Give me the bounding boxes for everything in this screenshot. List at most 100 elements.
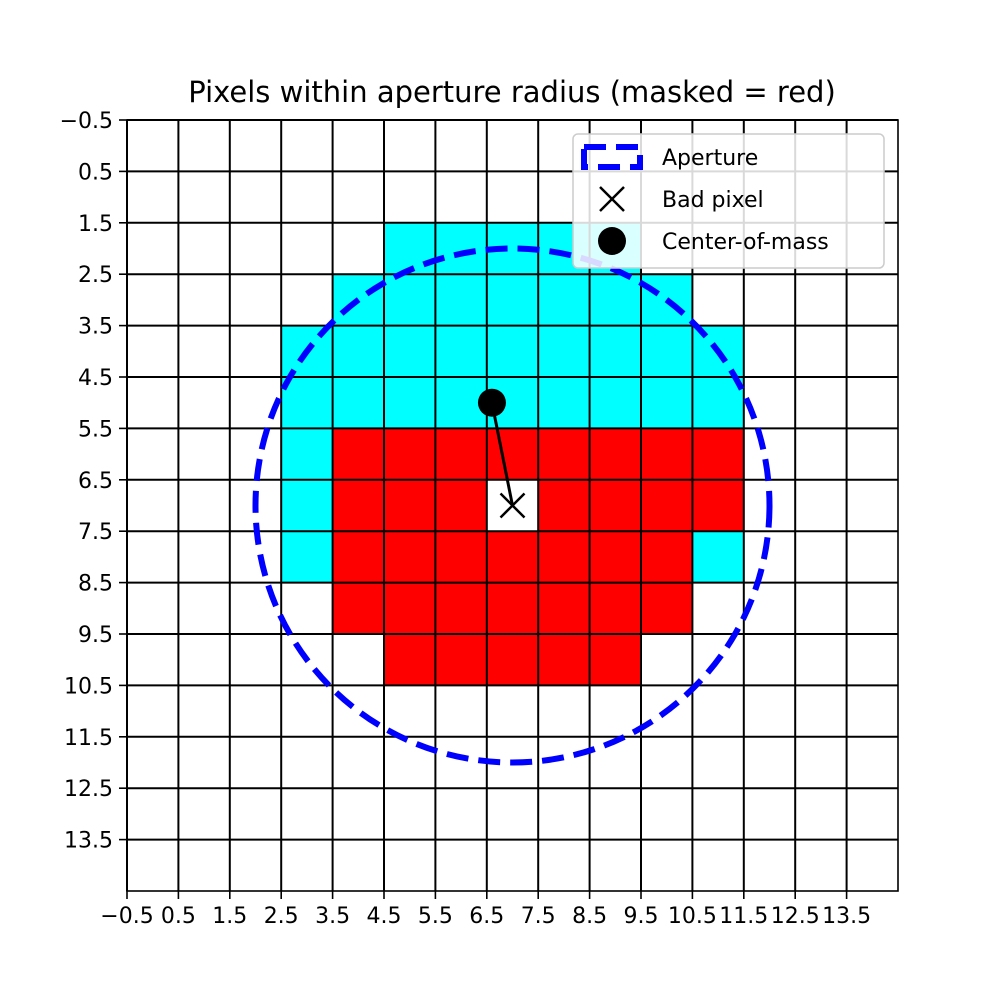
y-tick-label: 3.5 xyxy=(78,315,113,340)
x-tick-label: 11.5 xyxy=(719,904,768,929)
y-tick-label: 10.5 xyxy=(64,674,113,699)
aperture-pixel-cell xyxy=(332,325,385,378)
legend-aperture-swatch xyxy=(581,144,643,170)
masked-pixel-cell xyxy=(435,531,488,584)
x-tick-label: 9.5 xyxy=(624,904,659,929)
x-tick-label: 2.5 xyxy=(264,904,299,929)
masked-pixel-cell xyxy=(641,428,693,481)
x-tick-label: 8.5 xyxy=(572,904,607,929)
masked-pixel-cell xyxy=(538,634,591,686)
center-of-mass-marker xyxy=(477,388,506,417)
masked-pixel-cell xyxy=(589,582,642,635)
aperture-pixel-cell xyxy=(641,377,693,429)
legend-label: Aperture xyxy=(662,146,758,171)
masked-pixel-cell xyxy=(589,634,642,686)
aperture-pixel-cell xyxy=(435,274,488,327)
y-tick-label: 7.5 xyxy=(78,520,113,545)
y-tick-label: 0.5 xyxy=(78,160,113,185)
masked-pixel-cell xyxy=(641,479,693,532)
y-tick-label: 12.5 xyxy=(64,777,113,802)
x-tick-label: 13.5 xyxy=(822,904,871,929)
y-tick-label: 8.5 xyxy=(78,572,113,597)
overlays xyxy=(252,245,773,766)
masked-pixel-cell xyxy=(538,428,591,481)
y-tick-label: 1.5 xyxy=(78,212,113,237)
aperture-pixel-cell xyxy=(332,377,385,429)
masked-pixel-cell xyxy=(332,531,385,584)
masked-pixel-cell xyxy=(384,428,436,481)
legend-label: Bad pixel xyxy=(662,188,764,213)
masked-pixel-cell xyxy=(384,582,436,635)
aperture-pixel-cell xyxy=(384,274,436,327)
masked-pixel-cell xyxy=(332,428,385,481)
aperture-pixel-cell xyxy=(435,325,488,378)
x-tick-label: 1.5 xyxy=(212,904,247,929)
aperture-pixel-cell xyxy=(281,428,334,481)
x-tick-label: −0.5 xyxy=(100,904,153,929)
chart-title: Pixels within aperture radius (masked = … xyxy=(188,75,836,109)
aperture-pixel-cell xyxy=(589,377,642,429)
masked-pixel-cell xyxy=(486,531,539,584)
y-tick-label: −0.5 xyxy=(60,109,113,134)
aperture-pixel-cell xyxy=(435,222,488,275)
masked-pixel-cell xyxy=(589,479,642,532)
masked-pixel-cell xyxy=(641,582,693,635)
masked-pixel-cell xyxy=(692,479,745,532)
y-tick-label: 5.5 xyxy=(78,417,113,442)
masked-pixel-cell xyxy=(486,428,539,481)
x-tick-label: 4.5 xyxy=(367,904,402,929)
legend-x-icon xyxy=(599,186,625,212)
x-tick-label: 0.5 xyxy=(161,904,196,929)
masked-pixel-cell xyxy=(435,582,488,635)
masked-pixel-cell xyxy=(589,531,642,584)
aperture-pixel-cell xyxy=(692,531,745,584)
x-tick-label: 6.5 xyxy=(469,904,504,929)
masked-pixel-cell xyxy=(384,479,436,532)
aperture-circle xyxy=(252,245,773,766)
aperture-pixel-cell xyxy=(384,325,436,378)
legend: Aperture Bad pixel Center-of-mass xyxy=(572,133,885,269)
masked-pixel-cell xyxy=(538,582,591,635)
y-tick-label: 4.5 xyxy=(78,366,113,391)
y-tick-label: 6.5 xyxy=(78,469,113,494)
legend-box xyxy=(572,133,885,269)
aperture-pixel-cell xyxy=(538,325,591,378)
axis-ticks: −0.5 0.5 1.5 2.5 3.5 4.5 5.5 6.5 7.5 8.5 9.5 10.5 11… xyxy=(60,109,872,929)
masked-pixel-cell xyxy=(486,582,539,635)
com-to-bad-pixel-line xyxy=(490,402,514,506)
masked-pixel-cell xyxy=(641,531,693,584)
x-tick-label: 10.5 xyxy=(668,904,717,929)
masked-pixel-cell xyxy=(332,582,385,635)
masked-pixel-cell xyxy=(384,531,436,584)
masked-pixel-cell xyxy=(384,634,436,686)
y-tick-label: 9.5 xyxy=(78,623,113,648)
aperture-pixel-cell xyxy=(589,325,642,378)
aperture-pixel-cell xyxy=(589,274,642,327)
x-tick-label: 12.5 xyxy=(771,904,820,929)
bad-pixel-x-stroke xyxy=(499,492,526,519)
masked-pixel-cell xyxy=(435,634,488,686)
aperture-pixel-cell xyxy=(281,531,334,584)
aperture-pixel-cell xyxy=(538,274,591,327)
masked-pixel-cell xyxy=(435,479,488,532)
masked-pixel-cell xyxy=(435,428,488,481)
y-tick-label: 13.5 xyxy=(64,829,113,854)
bad-pixel-marker xyxy=(499,492,526,519)
masked-pixel-cell xyxy=(692,428,745,481)
legend-dot-icon xyxy=(598,227,626,255)
aperture-pixel-cell xyxy=(486,274,539,327)
masked-pixel-cell xyxy=(538,479,591,532)
aperture-pixel-cell xyxy=(641,325,693,378)
x-tick-label: 5.5 xyxy=(418,904,453,929)
aperture-pixel-cell xyxy=(281,479,334,532)
x-tick-label: 7.5 xyxy=(521,904,556,929)
plot-frame xyxy=(126,119,899,892)
grid-lines xyxy=(126,119,899,892)
masked-pixel-cell xyxy=(589,428,642,481)
masked-pixel-cell xyxy=(538,531,591,584)
y-tick-label: 2.5 xyxy=(78,263,113,288)
aperture-pixel-cell xyxy=(281,377,334,429)
aperture-pixel-cell xyxy=(538,377,591,429)
masked-pixel-cell xyxy=(486,634,539,686)
